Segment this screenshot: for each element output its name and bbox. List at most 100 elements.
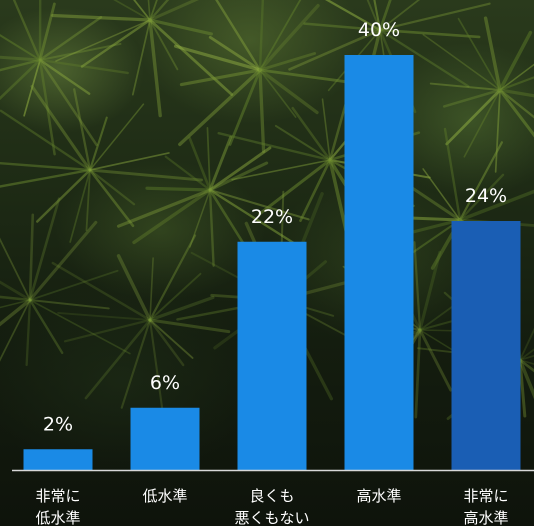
palm-frond-stroke: [422, 168, 461, 221]
palm-frond-stroke: [498, 76, 534, 92]
palm-frond-stroke: [36, 168, 92, 223]
palm-frond-stroke: [494, 89, 501, 173]
palm-frond-stroke: [443, 127, 462, 222]
value-label-0: 2%: [43, 413, 73, 435]
palm-frond-stroke: [208, 188, 215, 267]
palm-frond-stroke: [0, 299, 31, 309]
category-label-0-line-0: 非常に: [35, 487, 80, 505]
palm-frond-stroke: [148, 318, 231, 334]
palm-frond-stroke: [518, 358, 534, 400]
value-labels-group: 2% 6% 22% 40% 24%: [43, 19, 507, 435]
category-label-4-line-1: 高水準: [463, 509, 508, 526]
palm-frond-stroke: [148, 18, 234, 96]
palm-frond-stroke: [23, 59, 41, 117]
palm-frond-stroke: [147, 0, 151, 21]
palm-frond-stroke: [258, 158, 332, 216]
palm-frond-stroke: [88, 168, 136, 206]
palm-frond-stroke: [458, 141, 504, 222]
palm-frond-stroke: [259, 0, 302, 71]
palm-frond-stroke: [148, 318, 185, 367]
value-label-2: 22%: [251, 206, 293, 228]
palm-frond-stroke: [28, 213, 35, 302]
palm-frond-stroke: [228, 68, 262, 146]
palm-frond-stroke: [149, 319, 194, 359]
palm-frond-stroke: [206, 127, 211, 191]
palm-frond-stroke: [258, 0, 265, 72]
category-label-2-line-0: 良くも: [249, 487, 294, 505]
palm-frond-stroke: [51, 13, 152, 22]
palm-frond-stroke: [51, 261, 152, 322]
palm-frond-stroke: [208, 188, 304, 250]
palm-frond-stroke: [258, 68, 319, 115]
palm-frond-stroke: [288, 28, 382, 71]
palm-frond-stroke: [38, 16, 103, 62]
palm-frond-stroke: [518, 358, 527, 418]
palm-frond-stroke: [12, 0, 42, 62]
palm-frond-stroke: [55, 19, 151, 62]
palm-frond-stroke: [442, 88, 502, 108]
palm-frond-stroke: [208, 161, 269, 192]
palm-frond-stroke: [88, 168, 203, 182]
bars-group: [23, 55, 521, 470]
palm-frond-stroke: [414, 328, 422, 419]
palm-frond-stroke: [148, 0, 199, 22]
palm-frond-stroke: [519, 327, 534, 361]
palm-frond-stroke: [418, 328, 453, 392]
palm-frond-stroke: [131, 19, 151, 96]
palm-frond-stroke: [38, 58, 56, 156]
palm-frond-stroke: [28, 298, 64, 355]
palm-frond-stroke: [133, 0, 151, 21]
palm-frond-stroke: [299, 158, 332, 223]
palm-frond-stroke: [89, 103, 145, 171]
palm-frond-stroke: [149, 0, 158, 21]
palm-frond-stroke: [173, 44, 262, 72]
palm-frond-stroke: [217, 132, 332, 162]
palm-frond-stroke: [208, 188, 310, 221]
palm-frond-stroke: [259, 69, 297, 118]
palm-frond-stroke: [148, 295, 215, 322]
palm-frond-stroke: [148, 0, 170, 22]
palm-frond-stroke: [84, 318, 152, 400]
palm-frond-stroke: [378, 28, 470, 88]
palm-frond-stroke: [179, 68, 262, 87]
palm-frond-stroke: [291, 106, 332, 162]
palm-frond-stroke: [258, 52, 317, 72]
palm-frond-stroke: [88, 116, 108, 172]
palm-frond-stroke: [38, 58, 91, 95]
value-label-1: 6%: [150, 372, 180, 394]
palm-frond-stroke: [149, 257, 154, 321]
palm-frond-stroke: [149, 272, 202, 321]
palm-frond-stroke: [188, 136, 212, 192]
palm-frond-stroke: [328, 100, 348, 162]
bar-0: [23, 449, 93, 470]
palm-frond-stroke: [39, 42, 122, 61]
palm-frond-stroke: [30, 84, 92, 172]
palm-frond-stroke: [0, 237, 31, 301]
palm-frond-stroke: [29, 269, 119, 301]
palm-frond-stroke: [148, 18, 162, 118]
palm-frond-stroke: [178, 68, 262, 147]
value-label-3: 40%: [358, 19, 400, 41]
palm-frond-stroke: [208, 146, 272, 192]
palm-frond-stroke: [25, 298, 32, 367]
palm-frond-stroke: [208, 135, 233, 192]
palm-frond-stroke: [145, 186, 212, 192]
palm-frond-stroke: [418, 250, 442, 332]
palm-frond-stroke: [0, 58, 42, 101]
palm-frond-stroke: [89, 152, 170, 171]
palm-frond-stroke: [258, 3, 320, 72]
palm-frond-stroke: [519, 359, 534, 365]
palm-frond-stroke: [0, 280, 32, 302]
palm-frond-stroke: [366, 0, 381, 31]
palm-frond-stroke: [63, 318, 152, 343]
category-label-1-line-0: 低水準: [142, 487, 187, 505]
category-label-0-line-1: 低水準: [35, 509, 80, 526]
palm-frond-stroke: [0, 168, 92, 188]
palm-frond-stroke: [29, 299, 110, 310]
bar-3: [344, 55, 414, 470]
value-label-4: 24%: [465, 185, 507, 207]
palm-frond-stroke: [38, 58, 129, 75]
